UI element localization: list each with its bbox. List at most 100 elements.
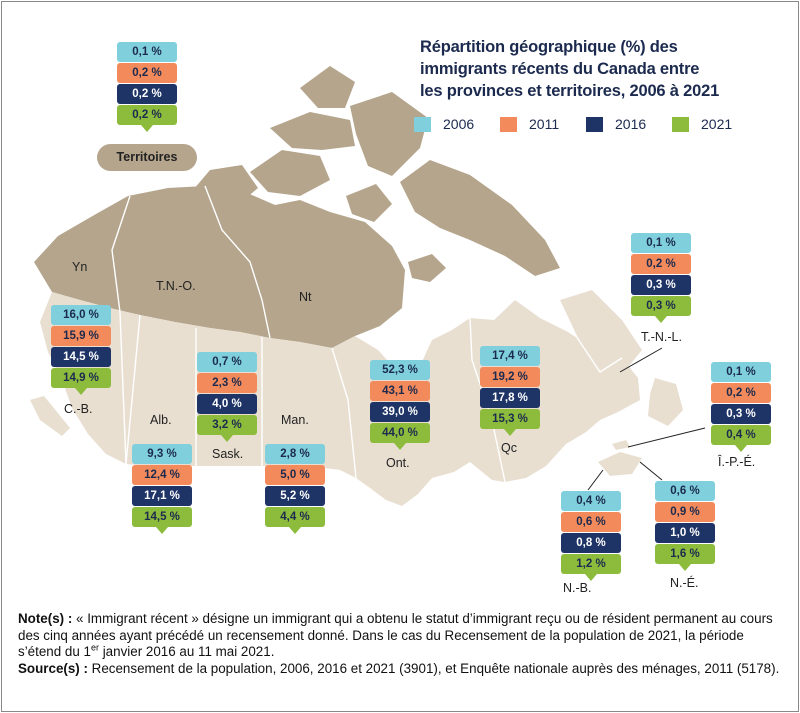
map-borders	[111, 185, 623, 483]
province-label-cb: C.-B.	[64, 402, 93, 416]
note-text-before: « Immigrant récent » désigne un immigran…	[18, 611, 773, 659]
province-label-alb: Alb.	[150, 413, 172, 427]
map-arctic-island-3	[270, 112, 355, 150]
leader-lines	[587, 347, 706, 491]
value-nb-2016: 0,8 %	[561, 533, 621, 553]
value-qc-2021: 15,3 %	[480, 409, 540, 429]
value-sask-2021: 3,2 %	[197, 415, 257, 435]
map-arctic-island-6	[346, 184, 392, 222]
map-arctic-island-5	[350, 92, 428, 176]
card-pointer-ipe	[735, 445, 747, 452]
value-man-2016: 5,2 %	[265, 486, 325, 506]
legend-label-2011: 2011	[529, 116, 560, 132]
value-cb-2011: 15,9 %	[51, 326, 111, 346]
value-nb-2006: 0,4 %	[561, 491, 621, 511]
card-pointer-man	[289, 527, 301, 534]
data-card-ont: 52,3 % 43,1 % 39,0 % 44,0 %	[370, 360, 430, 450]
chart-title-line-1: Répartition géographique (%) des	[420, 38, 678, 56]
value-qc-2006: 17,4 %	[480, 346, 540, 366]
map-label-yn: Yn	[72, 260, 88, 274]
data-card-man: 2,8 % 5,0 % 5,2 % 4,4 %	[265, 444, 325, 534]
source-text: Recensement de la population, 2006, 2016…	[87, 660, 780, 676]
value-cb-2016: 14,5 %	[51, 347, 111, 367]
legend-item-2016: 2016	[586, 113, 646, 135]
value-qc-2011: 19,2 %	[480, 367, 540, 387]
map-arctic-island-2	[250, 150, 330, 196]
card-pointer-sask	[221, 435, 233, 442]
province-label-man: Man.	[281, 413, 309, 427]
note-sup: er	[90, 642, 99, 653]
value-territoires-2021: 0,2 %	[117, 105, 177, 125]
value-ont-2006: 52,3 %	[370, 360, 430, 380]
map-nova-scotia	[598, 452, 642, 476]
value-sask-2006: 0,7 %	[197, 352, 257, 372]
value-nb-2021: 1,2 %	[561, 554, 621, 574]
province-label-ipe: Î.-P.-É.	[718, 455, 756, 469]
map-baffin-island	[400, 160, 560, 276]
card-pointer-ne	[679, 564, 691, 571]
card-pointer-tnl	[655, 316, 667, 323]
legend-label-2021: 2021	[701, 116, 733, 132]
note-label: Note(s) :	[18, 611, 73, 626]
value-alb-2021: 14,5 %	[132, 507, 192, 527]
notes-block: Note(s) : « Immigrant récent » désigne u…	[18, 611, 788, 677]
map-label-tno: T.N.-O.	[156, 279, 196, 293]
value-ipe-2006: 0,1 %	[711, 362, 771, 382]
value-alb-2011: 12,4 %	[132, 465, 192, 485]
value-ipe-2021: 0,4 %	[711, 425, 771, 445]
value-sask-2011: 2,3 %	[197, 373, 257, 393]
chart-title-line-3: les provinces et territoires, 2006 à 202…	[420, 82, 720, 100]
province-label-sask: Sask.	[212, 447, 244, 461]
value-ne-2016: 1,0 %	[655, 523, 715, 543]
value-territoires-2011: 0,2 %	[117, 63, 177, 83]
value-man-2011: 5,0 %	[265, 465, 325, 485]
value-tnl-2011: 0,2 %	[631, 254, 691, 274]
value-ipe-2011: 0,2 %	[711, 383, 771, 403]
card-pointer-cb	[75, 388, 87, 395]
value-tnl-2006: 0,1 %	[631, 233, 691, 253]
note-paragraph: Note(s) : « Immigrant récent » désigne u…	[18, 611, 788, 661]
map-territories-mainland	[34, 186, 405, 348]
province-label-tnl: T.-N.-L.	[641, 330, 682, 344]
value-cb-2021: 14,9 %	[51, 368, 111, 388]
map-southampton-island	[408, 254, 446, 282]
value-territoires-2006: 0,1 %	[117, 42, 177, 62]
value-man-2021: 4,4 %	[265, 507, 325, 527]
map-arctic-island-1	[188, 165, 258, 205]
legend-swatch-2021	[672, 116, 689, 132]
value-tnl-2016: 0,3 %	[631, 275, 691, 295]
data-card-qc: 17,4 % 19,2 % 17,8 % 15,3 %	[480, 346, 540, 436]
card-pointer-qc	[504, 429, 516, 436]
card-pointer-alb	[156, 527, 168, 534]
map-labrador	[560, 290, 642, 372]
value-ont-2021: 44,0 %	[370, 423, 430, 443]
value-cb-2006: 16,0 %	[51, 305, 111, 325]
data-card-cb: 16,0 % 15,9 % 14,5 % 14,9 %	[51, 305, 111, 395]
legend: 2006 2011 2016 2021	[414, 113, 754, 135]
value-qc-2016: 17,8 %	[480, 388, 540, 408]
value-ne-2021: 1,6 %	[655, 544, 715, 564]
data-card-territoires: 0,1 % 0,2 % 0,2 % 0,2 %	[117, 42, 177, 132]
map-pei	[612, 440, 630, 450]
value-sask-2016: 4,0 %	[197, 394, 257, 414]
legend-item-2011: 2011	[500, 113, 559, 135]
legend-swatch-2011	[500, 116, 517, 132]
value-tnl-2021: 0,3 %	[631, 296, 691, 316]
map-arctic-island-4	[300, 66, 355, 108]
value-alb-2016: 17,1 %	[132, 486, 192, 506]
value-ipe-2016: 0,3 %	[711, 404, 771, 424]
source-label: Source(s) :	[18, 660, 88, 676]
chart-title-line-2: immigrants récents du Canada entre	[420, 60, 700, 78]
value-alb-2006: 9,3 %	[132, 444, 192, 464]
card-pointer-nb	[585, 574, 597, 581]
value-ne-2011: 0,9 %	[655, 502, 715, 522]
card-pointer-ont	[394, 443, 406, 450]
legend-item-2021: 2021	[672, 113, 732, 135]
province-label-ont: Ont.	[386, 456, 410, 470]
chart-title: Répartition géographique (%) des immigra…	[420, 36, 750, 102]
legend-swatch-2006	[414, 116, 431, 132]
legend-label-2016: 2016	[615, 116, 647, 132]
province-label-qc: Qc	[501, 441, 517, 455]
province-label-nb: N.-B.	[563, 581, 592, 595]
